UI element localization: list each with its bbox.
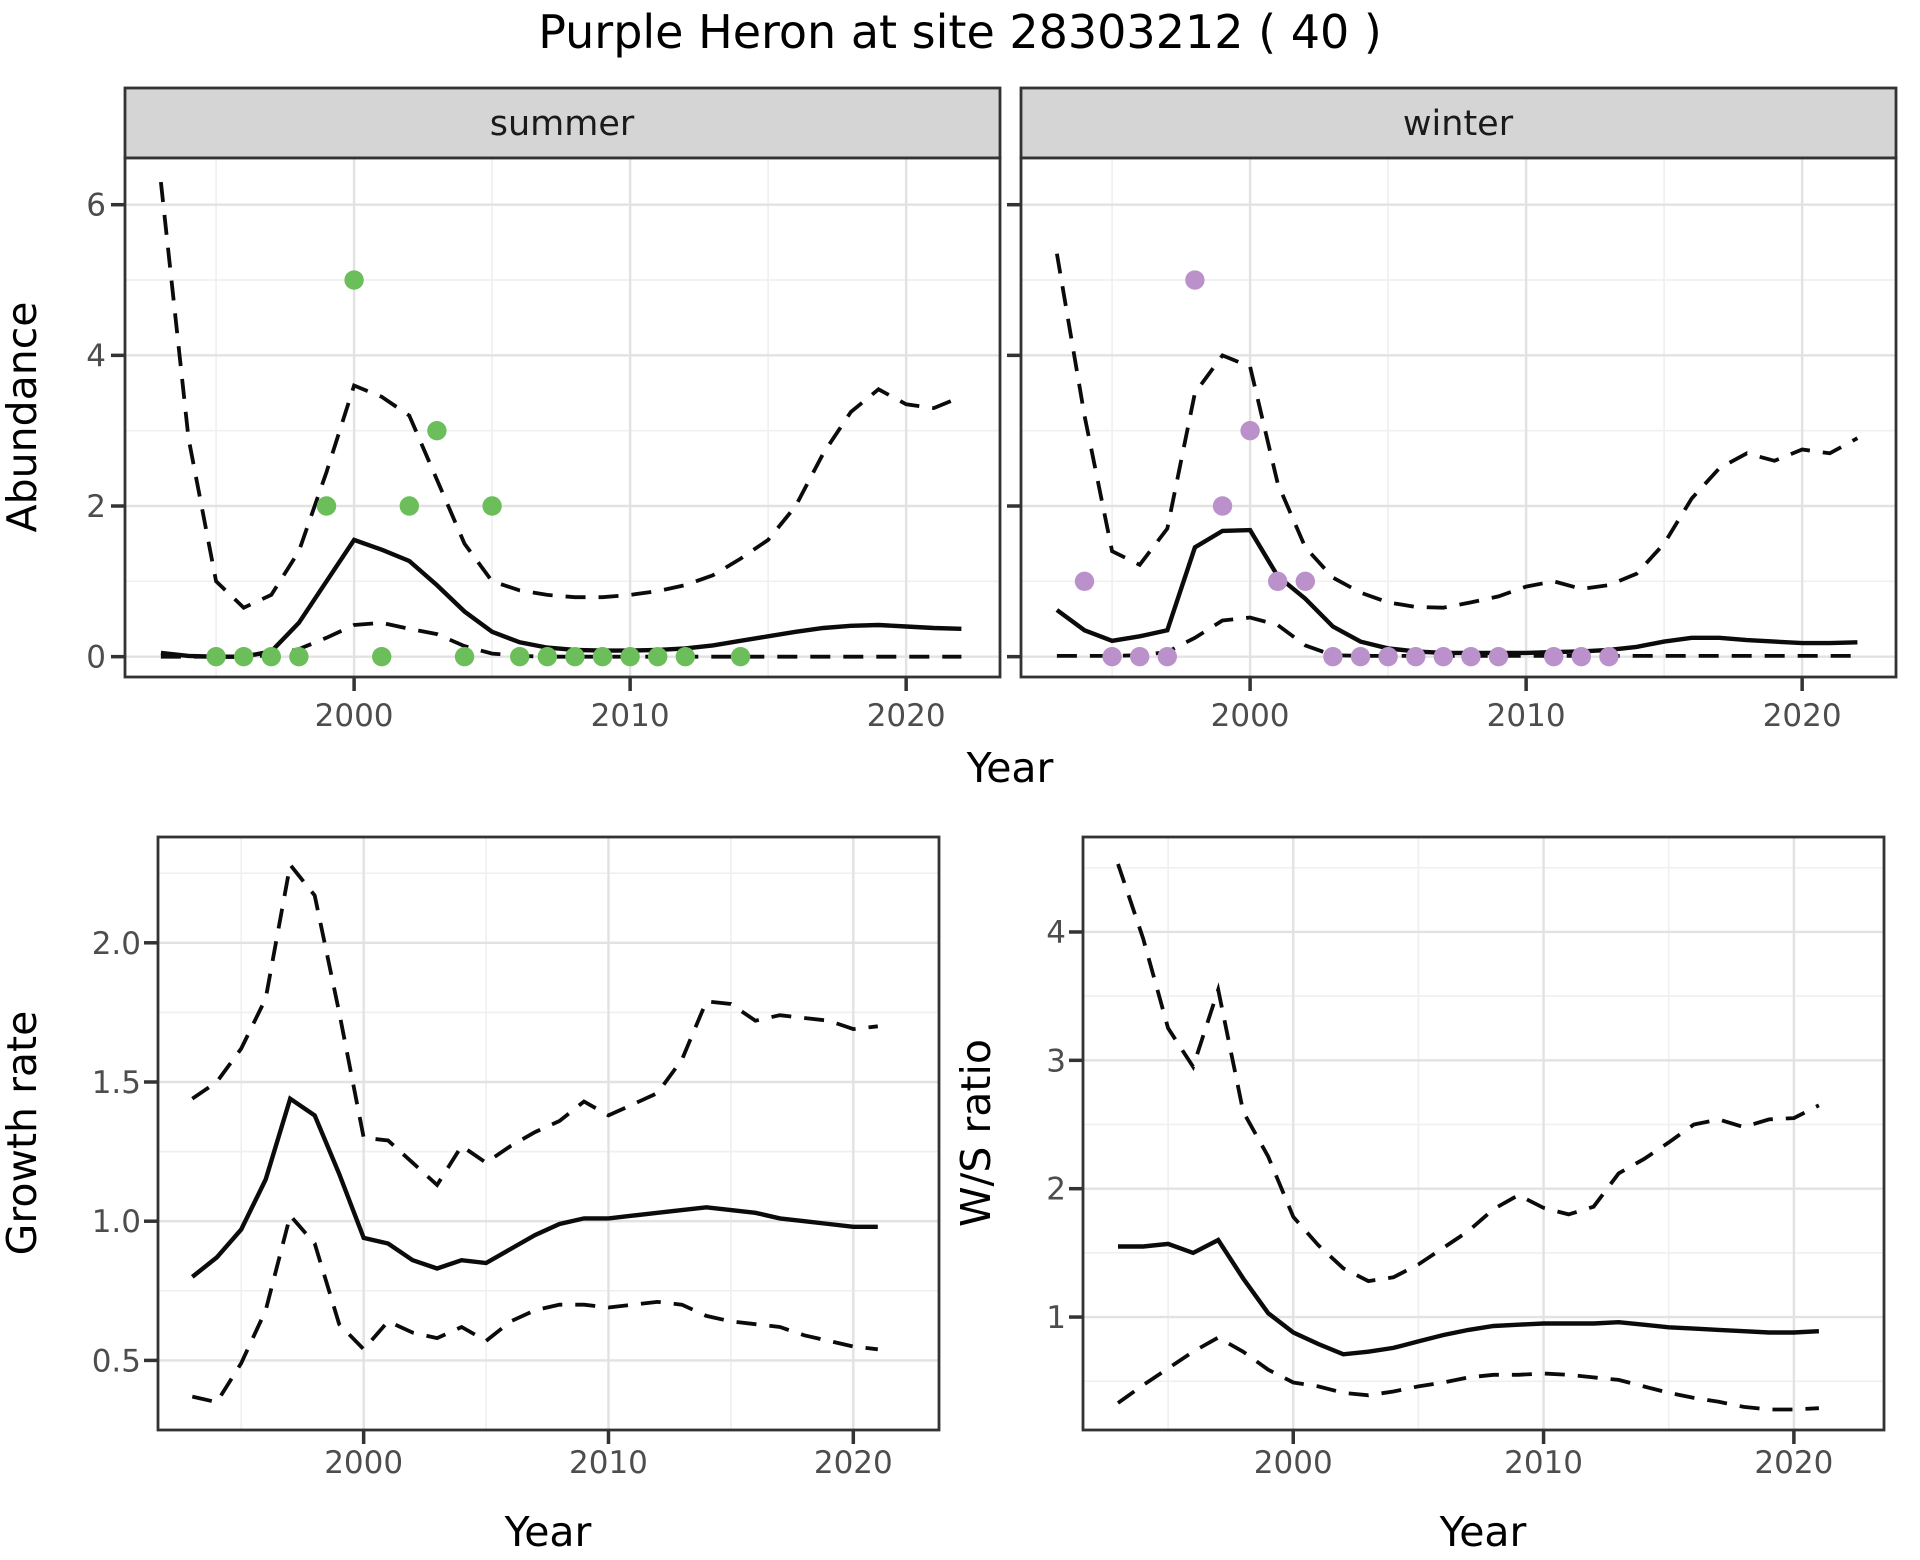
observed-counts-point: [206, 646, 226, 667]
observed-counts-point: [1378, 646, 1398, 667]
mean-line: [190, 1095, 878, 1279]
observed-counts-point: [675, 646, 696, 667]
panel-border: [1081, 835, 1886, 1432]
x-tick-label: 2000: [315, 698, 394, 734]
mean-line: [1055, 527, 1858, 656]
observed-counts-point: [427, 420, 447, 441]
observed-counts-point: [730, 646, 751, 667]
observed-counts-point: [1350, 646, 1371, 667]
observed-counts-point: [289, 646, 309, 667]
upper-ci-line: [191, 860, 879, 1188]
x-tick-label: 2010: [591, 698, 670, 734]
observed-counts-point: [1212, 496, 1233, 516]
panel-ws-ratio: 2000 2010 2020 1 2 3 4: [1046, 835, 1886, 1481]
ws-ratio-x-axis-title: Year: [1439, 1508, 1527, 1556]
panel-abundance-winter: 2000 2010 2020: [1007, 156, 1898, 734]
observed-counts-point: [482, 496, 502, 516]
observed-counts-point: [1185, 270, 1205, 290]
abundance-y-axis-title: Abundance: [0, 302, 46, 533]
observed-counts-point: [1102, 646, 1122, 667]
mean-line: [1118, 1237, 1820, 1357]
y-tick-label: 4: [1046, 915, 1066, 951]
observed-counts-point: [510, 646, 530, 667]
panel-growth-rate: 2000 2010 2020 0.5 1.0 1.5 2.0: [92, 835, 941, 1481]
observed-counts-point: [316, 496, 337, 516]
panel-background: [1083, 837, 1884, 1430]
growth-rate-y-axis-title: Growth rate: [0, 1011, 46, 1256]
x-tick-label: 2000: [1254, 1445, 1333, 1481]
panel-background: [1021, 158, 1896, 677]
observed-counts-point: [233, 646, 254, 667]
observed-counts-point: [1268, 571, 1288, 592]
y-tick-label: 1: [1046, 1300, 1066, 1336]
observed-counts-point: [620, 646, 640, 667]
y-tick-label: 2: [86, 489, 106, 525]
lower-ci-line: [1116, 1335, 1819, 1412]
observed-counts-point: [399, 496, 420, 516]
x-tick-label: 2000: [324, 1445, 403, 1481]
observed-counts-point: [1295, 571, 1316, 592]
x-tick-label: 2010: [1504, 1445, 1583, 1481]
observed-counts-point: [1323, 646, 1343, 667]
observed-counts-point: [1544, 646, 1564, 667]
panel-background: [125, 158, 1000, 677]
observed-counts-point: [1240, 420, 1260, 441]
panel-border: [123, 156, 1002, 679]
panel-border: [156, 835, 941, 1432]
y-tick-label: 1.0: [92, 1204, 141, 1240]
facet-strip-winter: [1019, 86, 1898, 160]
facet-strip-summer: [123, 86, 1002, 160]
observed-counts-point: [1488, 646, 1509, 667]
observed-counts-point: [454, 646, 475, 667]
y-tick-label: 2.0: [92, 926, 141, 962]
facet-strip-summer-label: summer: [490, 104, 635, 144]
y-tick-label: 0.5: [92, 1343, 141, 1379]
top-x-axis-title: Year: [966, 744, 1054, 792]
panel-border: [1019, 156, 1898, 679]
observed-counts-point: [261, 646, 281, 667]
observed-counts-point: [1433, 646, 1454, 667]
observed-counts-point: [1157, 646, 1177, 667]
growth-rate-x-axis-title: Year: [504, 1508, 592, 1556]
x-tick-label: 2010: [1487, 698, 1566, 734]
ws-ratio-y-axis-title: W/S ratio: [952, 1039, 1000, 1227]
observed-counts-point: [1571, 646, 1592, 667]
panel-background: [158, 837, 939, 1430]
y-tick-label: 2: [1046, 1172, 1066, 1208]
observed-counts-point: [537, 646, 558, 667]
x-tick-label: 2020: [814, 1445, 893, 1481]
observed-counts-point: [1461, 646, 1481, 667]
upper-ci-line: [1116, 863, 1820, 1284]
x-tick-label: 2000: [1211, 698, 1290, 734]
observed-counts-point: [592, 646, 613, 667]
y-tick-label: 1.5: [92, 1065, 141, 1101]
panel-abundance-summer: 2000 2010 2020 0 2 4 6: [86, 156, 1002, 734]
observed-counts-point: [565, 646, 585, 667]
y-tick-label: 3: [1046, 1043, 1066, 1079]
facet-strip-winter-label: winter: [1403, 104, 1514, 144]
y-tick-label: 0: [86, 640, 106, 676]
mean-line: [160, 537, 962, 659]
y-tick-label: 4: [86, 338, 106, 374]
observed-counts-point: [344, 270, 364, 290]
observed-counts-point: [1406, 646, 1426, 667]
plot-title: Purple Heron at site 28303212 ( 40 ): [538, 5, 1382, 59]
x-tick-label: 2010: [569, 1445, 648, 1481]
x-tick-label: 2020: [867, 698, 946, 734]
observed-counts-point: [1074, 571, 1095, 592]
observed-counts-point: [648, 646, 668, 667]
observed-counts-point: [1129, 646, 1150, 667]
x-tick-label: 2020: [1763, 698, 1842, 734]
y-tick-label: 6: [86, 188, 106, 224]
observed-counts-point: [372, 646, 392, 667]
lower-ci-line: [1056, 615, 1858, 658]
x-tick-label: 2020: [1754, 1445, 1833, 1481]
observed-counts-point: [1599, 646, 1619, 667]
